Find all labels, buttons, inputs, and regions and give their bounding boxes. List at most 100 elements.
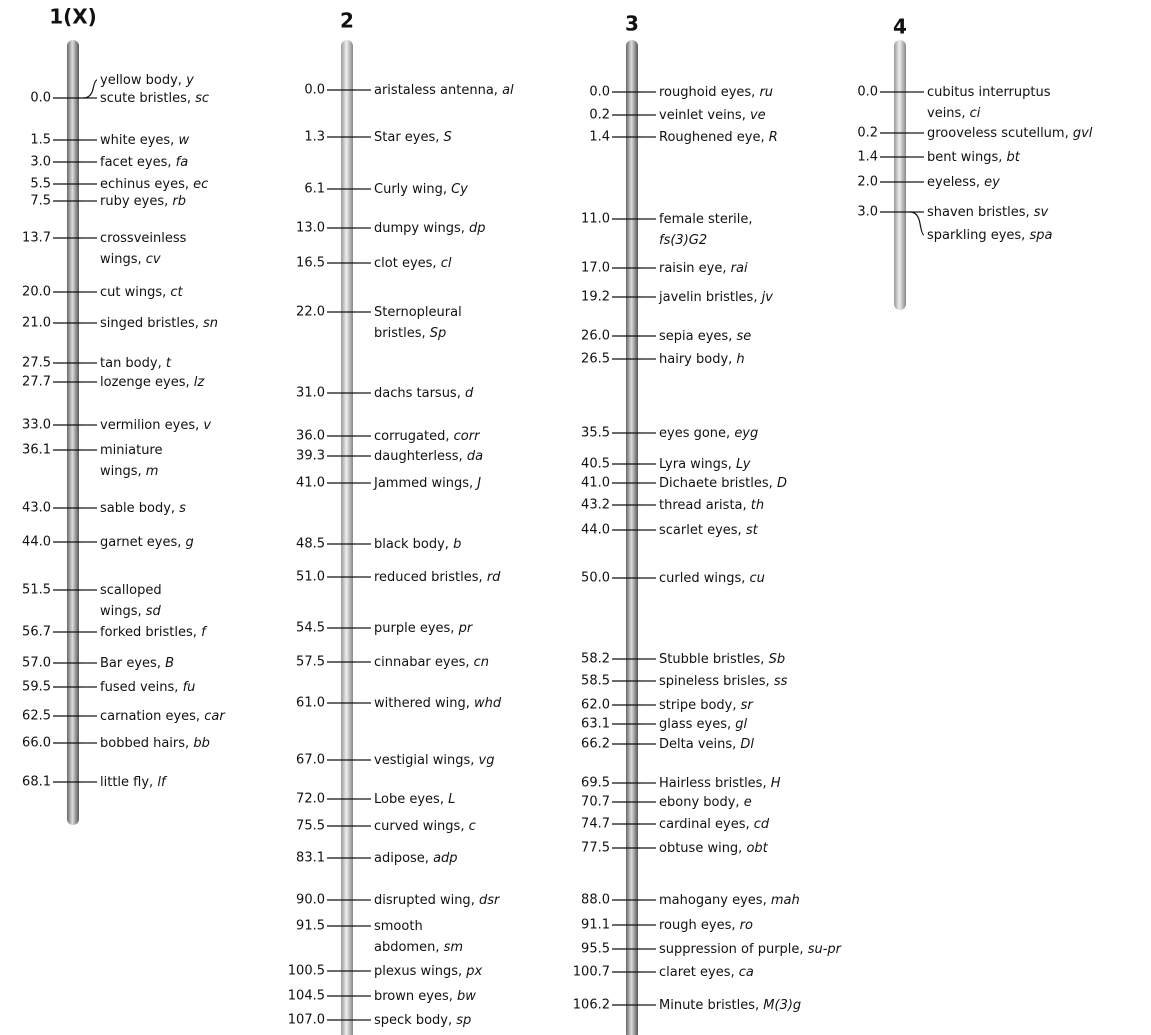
gene-name: little fly, lf: [100, 775, 168, 790]
gene-name-text: Hairless bristles,: [659, 776, 767, 791]
gene-name-text: Sternopleural: [374, 305, 462, 320]
map-position: 13.7: [22, 231, 51, 246]
gene-name: wings, cv: [100, 252, 161, 267]
gene-name: Sternopleural: [374, 305, 462, 320]
gene-symbol: spa: [1029, 228, 1052, 243]
gene-name-text: raisin eye,: [659, 261, 727, 276]
gene-symbol: sn: [203, 316, 218, 331]
map-position: 17.0: [581, 261, 610, 276]
gene-symbol: L: [448, 792, 455, 807]
gene-name-text: rough eyes,: [659, 918, 735, 933]
map-position: 1.3: [304, 130, 325, 145]
gene-name: disrupted wing, dsr: [374, 893, 501, 908]
gene-name: glass eyes, gl: [659, 717, 748, 732]
gene-name-text: obtuse wing,: [659, 841, 742, 856]
gene-symbol: fa: [176, 155, 189, 170]
map-position: 0.2: [857, 126, 878, 141]
chromosome-title: 2: [340, 9, 354, 33]
map-position: 41.0: [581, 476, 610, 491]
map-position: 58.2: [581, 652, 610, 667]
gene-symbol: fs(3)G2: [659, 233, 707, 248]
gene-name: roughoid eyes, ru: [659, 85, 773, 100]
gene-symbol: ve: [750, 108, 766, 123]
gene-name: withered wing, whd: [374, 696, 502, 711]
map-position: 41.0: [296, 476, 325, 491]
gene-name: spineless brisles, ss: [659, 674, 788, 689]
gene-name-text: white eyes,: [100, 133, 174, 148]
gene-name-text: thread arista,: [659, 498, 747, 513]
map-position: 0.0: [589, 85, 610, 100]
gene-symbol: g: [186, 535, 194, 550]
gene-name-text: vermilion eyes,: [100, 418, 199, 433]
gene-name-text: purple eyes,: [374, 621, 454, 636]
gene-name: Delta veins, Dl: [659, 737, 754, 752]
map-position: 48.5: [296, 537, 325, 552]
gene-name: lozenge eyes, lz: [100, 375, 205, 390]
gene-name: dumpy wings, dp: [374, 221, 486, 236]
gene-symbol: f: [201, 625, 208, 640]
gene-name: scarlet eyes, st: [659, 523, 759, 538]
gene-name-text: adipose,: [374, 851, 429, 866]
gene-name-text: shaven bristles,: [927, 205, 1030, 220]
gene-name: purple eyes, pr: [374, 621, 474, 636]
gene-name-text: smooth: [374, 919, 423, 934]
gene-name-text: Roughened eye,: [659, 130, 765, 145]
gene-name: sparkling eyes, spa: [927, 228, 1052, 243]
gene-name: veinlet veins, ve: [659, 108, 766, 123]
map-position: 100.7: [573, 965, 610, 980]
gene-symbol: cu: [750, 571, 765, 586]
map-position: 22.0: [296, 305, 325, 320]
gene-name: female sterile,: [659, 212, 753, 227]
gene-name: Roughened eye, R: [659, 130, 778, 145]
gene-name-text: Lyra wings,: [659, 457, 732, 472]
map-position: 62.5: [22, 709, 51, 724]
map-position: 75.5: [296, 819, 325, 834]
gene-name: vestigial wings, vg: [374, 753, 494, 768]
gene-name-text: echinus eyes,: [100, 177, 189, 192]
map-position: 0.0: [304, 83, 325, 98]
gene-name-text: yellow body,: [100, 73, 182, 88]
gene-name: Minute bristles, M(3)g: [659, 998, 801, 1013]
map-position: 54.5: [296, 621, 325, 636]
gene-name-text: wings,: [100, 604, 142, 619]
map-position: 36.1: [22, 443, 51, 458]
map-position: 0.0: [857, 85, 878, 100]
gene-name: Curly wing, Cy: [374, 182, 468, 197]
gene-symbol: B: [165, 656, 174, 671]
gene-name: carnation eyes, car: [100, 709, 226, 724]
gene-name-text: abdomen,: [374, 940, 439, 955]
gene-name: veins, ci: [927, 106, 981, 121]
gene-symbol: sc: [195, 91, 209, 106]
gene-symbol: jv: [760, 290, 774, 305]
gene-symbol: J: [474, 476, 481, 491]
gene-name: stripe body, sr: [659, 698, 754, 713]
gene-name: scute bristles, sc: [100, 91, 209, 106]
gene-name-text: facet eyes,: [100, 155, 172, 170]
gene-symbol: ca: [739, 965, 754, 980]
gene-symbol: cv: [146, 252, 161, 267]
map-position: 43.0: [22, 501, 51, 516]
gene-name-text: dumpy wings,: [374, 221, 465, 236]
gene-name-text: garnet eyes,: [100, 535, 181, 550]
gene-symbol: Sb: [769, 652, 786, 667]
gene-symbol: sr: [741, 698, 755, 713]
gene-name-text: Curly wing,: [374, 182, 447, 197]
chromosome-rod: [67, 40, 79, 825]
gene-name: vermilion eyes, v: [100, 418, 211, 433]
gene-name-text: Lobe eyes,: [374, 792, 444, 807]
gene-symbol: d: [465, 386, 474, 401]
gene-name: Lobe eyes, L: [374, 792, 455, 807]
gene-name: grooveless scutellum, gvl: [927, 126, 1093, 141]
gene-symbol: h: [736, 352, 744, 367]
gene-symbol: gvl: [1073, 126, 1093, 141]
gene-symbol: s: [179, 501, 186, 516]
gene-name-text: wings,: [100, 464, 142, 479]
gene-name: echinus eyes, ec: [100, 177, 208, 192]
gene-name: cubitus interruptus: [927, 85, 1051, 100]
gene-name-text: vestigial wings,: [374, 753, 474, 768]
gene-symbol: dp: [469, 221, 486, 236]
gene-symbol: M(3)g: [763, 998, 801, 1013]
gene-name-text: ruby eyes,: [100, 194, 168, 209]
map-position: 66.2: [581, 737, 610, 752]
gene-symbol: ey: [984, 175, 1000, 190]
